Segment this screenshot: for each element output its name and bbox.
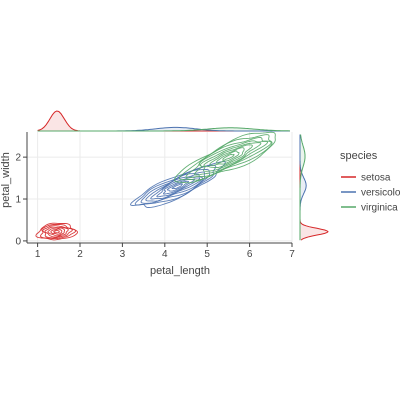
y-tick-label: 1 xyxy=(15,195,21,206)
contour-line xyxy=(203,144,253,169)
x-tick-label: 1 xyxy=(35,249,41,260)
contour-line xyxy=(35,222,78,241)
marginal-y-density xyxy=(299,134,329,241)
contour-line xyxy=(222,153,235,161)
contour-line xyxy=(42,225,73,239)
y-tick-label: 2 xyxy=(15,153,21,164)
contour-virginica xyxy=(173,131,276,184)
marginal-x-fill-virginica xyxy=(37,127,290,131)
contour-line xyxy=(47,227,66,237)
contour-line xyxy=(194,140,269,176)
contour-line xyxy=(44,226,69,238)
x-tick-label: 7 xyxy=(289,249,295,260)
y-tick-label: 0 xyxy=(15,236,21,247)
y-axis-label: petal_width xyxy=(0,152,12,208)
contour-line xyxy=(178,134,273,181)
contour-plot-area xyxy=(35,131,276,241)
contour-line xyxy=(171,183,183,190)
contour-line xyxy=(145,171,206,202)
contour-line xyxy=(150,173,203,200)
contour-line xyxy=(53,229,60,234)
legend-label: versicolor xyxy=(361,188,400,199)
marginal-x-virginica xyxy=(37,127,290,132)
axes: 1 2 3 4 5 6 7 0 1 2 xyxy=(15,132,295,260)
legend-items: setosa versicolor virginica xyxy=(341,173,400,214)
grid xyxy=(27,132,293,243)
x-tick-label: 6 xyxy=(247,249,253,260)
contour-line xyxy=(163,178,196,195)
marginal-y-fill-virginica xyxy=(300,134,305,241)
contour-line xyxy=(140,169,210,204)
contour-line xyxy=(129,161,226,208)
legend-label: virginica xyxy=(361,203,398,214)
contour-line xyxy=(173,131,276,184)
marginal-x-fill-setosa xyxy=(37,111,290,131)
marginal-x-density xyxy=(37,110,290,132)
x-axis-label: petal_length xyxy=(150,265,210,277)
contour-versicolor xyxy=(129,161,226,208)
contour-line xyxy=(156,176,201,198)
contour-line xyxy=(40,224,77,240)
marginal-y-fill-setosa xyxy=(300,134,328,241)
contour-setosa xyxy=(35,222,78,241)
legend-item-setosa[interactable]: setosa xyxy=(341,173,391,184)
contour-line xyxy=(185,137,272,179)
x-tick-label: 2 xyxy=(77,249,83,260)
contour-line xyxy=(209,147,245,166)
contour-line xyxy=(199,142,262,172)
marginal-y-virginica xyxy=(299,134,306,241)
contour-line xyxy=(215,150,240,164)
marginal-y-fill-versicolor xyxy=(300,134,307,241)
legend-title: species xyxy=(340,150,378,162)
contour-line xyxy=(166,180,190,192)
legend-item-virginica[interactable]: virginica xyxy=(341,203,398,214)
legend[interactable]: species setosa versicolor virginica xyxy=(340,150,400,214)
x-tick-label: 5 xyxy=(204,249,210,260)
legend-label: setosa xyxy=(361,173,391,184)
x-tick-label: 4 xyxy=(162,249,168,260)
contour-line xyxy=(50,228,63,235)
marginal-x-fill-versicolor xyxy=(37,127,290,131)
legend-item-versicolor[interactable]: versicolor xyxy=(341,188,400,199)
x-tick-label: 3 xyxy=(120,249,126,260)
